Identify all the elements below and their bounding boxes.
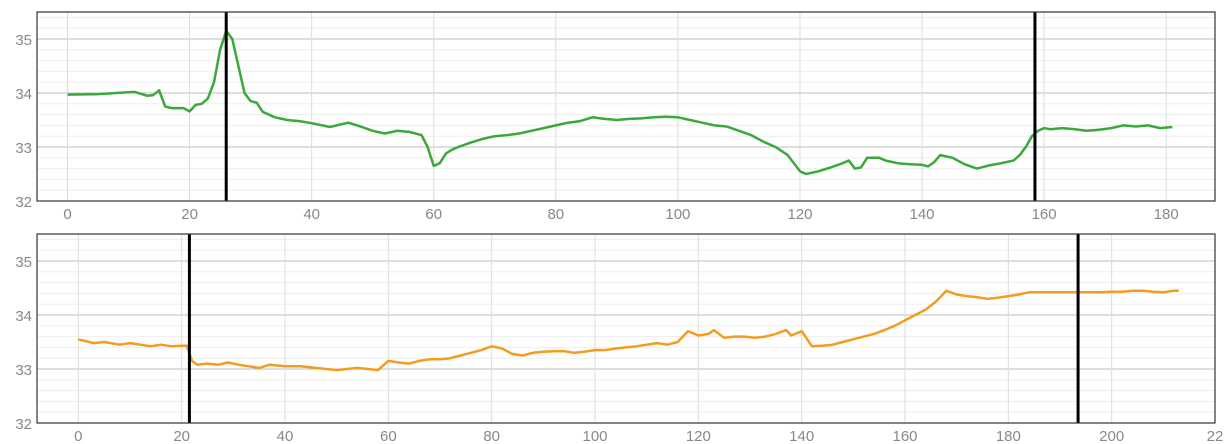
bottom-x-tick-label: 80 [483, 428, 500, 444]
top-x-tick-label: 40 [303, 206, 320, 223]
top-x-tick-label: 180 [1154, 206, 1179, 223]
top-series-line [67, 29, 1173, 176]
top-y-tick-label: 34 [15, 86, 32, 103]
top-x-tick-label: 60 [425, 206, 442, 223]
top-x-tick-label: 20 [181, 206, 198, 223]
bottom-y-tick-label: 32 [15, 416, 32, 433]
bottom-plot-frame [36, 233, 1216, 424]
bottom-y-tick-label: 35 [15, 254, 32, 271]
top-grid-minor [37, 16, 1215, 201]
bottom-x-tick-label: 100 [582, 428, 607, 444]
top-x-tick-label: 140 [910, 206, 935, 223]
bottom-x-tick-label: 160 [892, 428, 917, 444]
top-y-tick-label: 35 [15, 32, 32, 49]
bottom-x-tick-label: 40 [277, 428, 294, 444]
bottom-x-tick-label: 60 [380, 428, 397, 444]
chart-top: 32 33 34 35 0 20 40 60 80 100 120 140 160 180 [15, 11, 1216, 223]
top-x-tick-label: 100 [665, 206, 690, 223]
bottom-series-line [78, 289, 1179, 372]
top-y-tick-label: 33 [15, 140, 32, 157]
top-y-tick-label: 32 [15, 194, 32, 211]
top-x-tick-label: 0 [63, 206, 71, 223]
top-x-tick-label: 80 [547, 206, 564, 223]
bottom-x-tick-label: 22 [1207, 428, 1224, 444]
bottom-grid-minor [37, 238, 1215, 423]
bottom-x-tick-label: 180 [996, 428, 1021, 444]
bottom-x-tick-label: 200 [1099, 428, 1124, 444]
top-plot-frame [36, 11, 1216, 202]
top-x-tick-label: 120 [787, 206, 812, 223]
top-x-tick-label: 160 [1032, 206, 1057, 223]
chart-bottom: 32 33 34 35 0 20 40 60 80 100 120 140 160 180 200 22 [15, 233, 1224, 444]
bottom-x-tick-label: 120 [686, 428, 711, 444]
bottom-x-tick-label: 0 [74, 428, 82, 444]
bottom-y-tick-label: 34 [15, 308, 32, 325]
bottom-x-tick-label: 140 [789, 428, 814, 444]
bottom-y-tick-label: 33 [15, 362, 32, 379]
bottom-grid-major [37, 234, 1215, 423]
bottom-x-tick-label: 20 [173, 428, 190, 444]
top-grid-major [37, 12, 1215, 201]
